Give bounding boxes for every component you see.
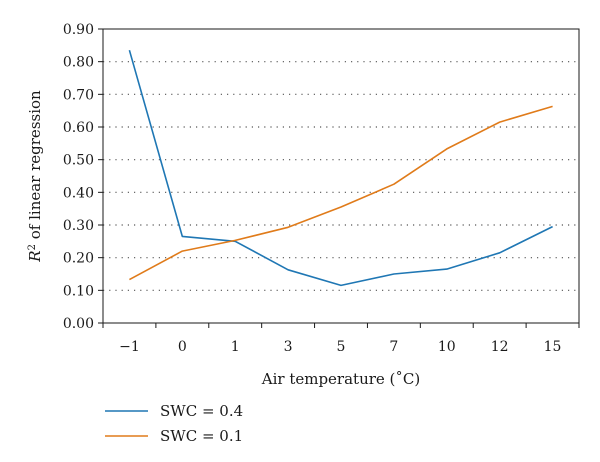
x-tick-label: 15 (544, 339, 562, 355)
x-tick-label: 3 (284, 339, 293, 355)
y-tick-label: 0.70 (63, 87, 94, 103)
y-axis-title-symbol: R (26, 250, 44, 262)
x-axis-ticks: −1 0 1 3 5 7 10 12 15 (102, 323, 580, 355)
y-axis-title: R2 of linear regression (26, 90, 44, 263)
x-tick-label: 10 (438, 339, 456, 355)
y-tick-label: 0.40 (63, 185, 94, 201)
plot-area-frame (102, 28, 580, 324)
x-tick-label: 12 (491, 339, 509, 355)
x-tick-label: 5 (337, 339, 346, 355)
y-tick-label: 0.30 (63, 218, 94, 234)
legend: SWC = 0.4 SWC = 0.1 (105, 402, 243, 445)
y-tick-label: 0.80 (63, 55, 94, 71)
y-axis-ticks: 0.00 0.10 0.20 0.30 0.40 0.50 0.60 0.70 0.80 0.90 (63, 22, 103, 332)
y-tick-label: 0.50 (63, 153, 94, 169)
y-axis-title-rest: of linear regression (26, 90, 44, 244)
legend-label-swc-01: SWC = 0.1 (160, 427, 243, 445)
y-tick-label: 0.00 (63, 316, 94, 332)
y-axis-title-superscript: 2 (27, 244, 38, 250)
series-line-swc-04 (128, 49, 553, 287)
x-tick-label: 0 (178, 339, 187, 355)
legend-label-swc-04: SWC = 0.4 (160, 402, 243, 420)
y-tick-label: 0.10 (63, 283, 94, 299)
x-tick-label: 1 (231, 339, 240, 355)
y-tick-label: 0.90 (63, 22, 94, 38)
series-lines (128, 49, 553, 287)
x-axis-title: Air temperature (˚C) (261, 370, 420, 388)
x-tick-label: 7 (389, 339, 398, 355)
series-line-swc-01 (129, 105, 553, 281)
x-tick-label: −1 (119, 339, 140, 355)
y-tick-label: 0.60 (63, 120, 94, 136)
y-tick-label: 0.20 (63, 251, 94, 267)
